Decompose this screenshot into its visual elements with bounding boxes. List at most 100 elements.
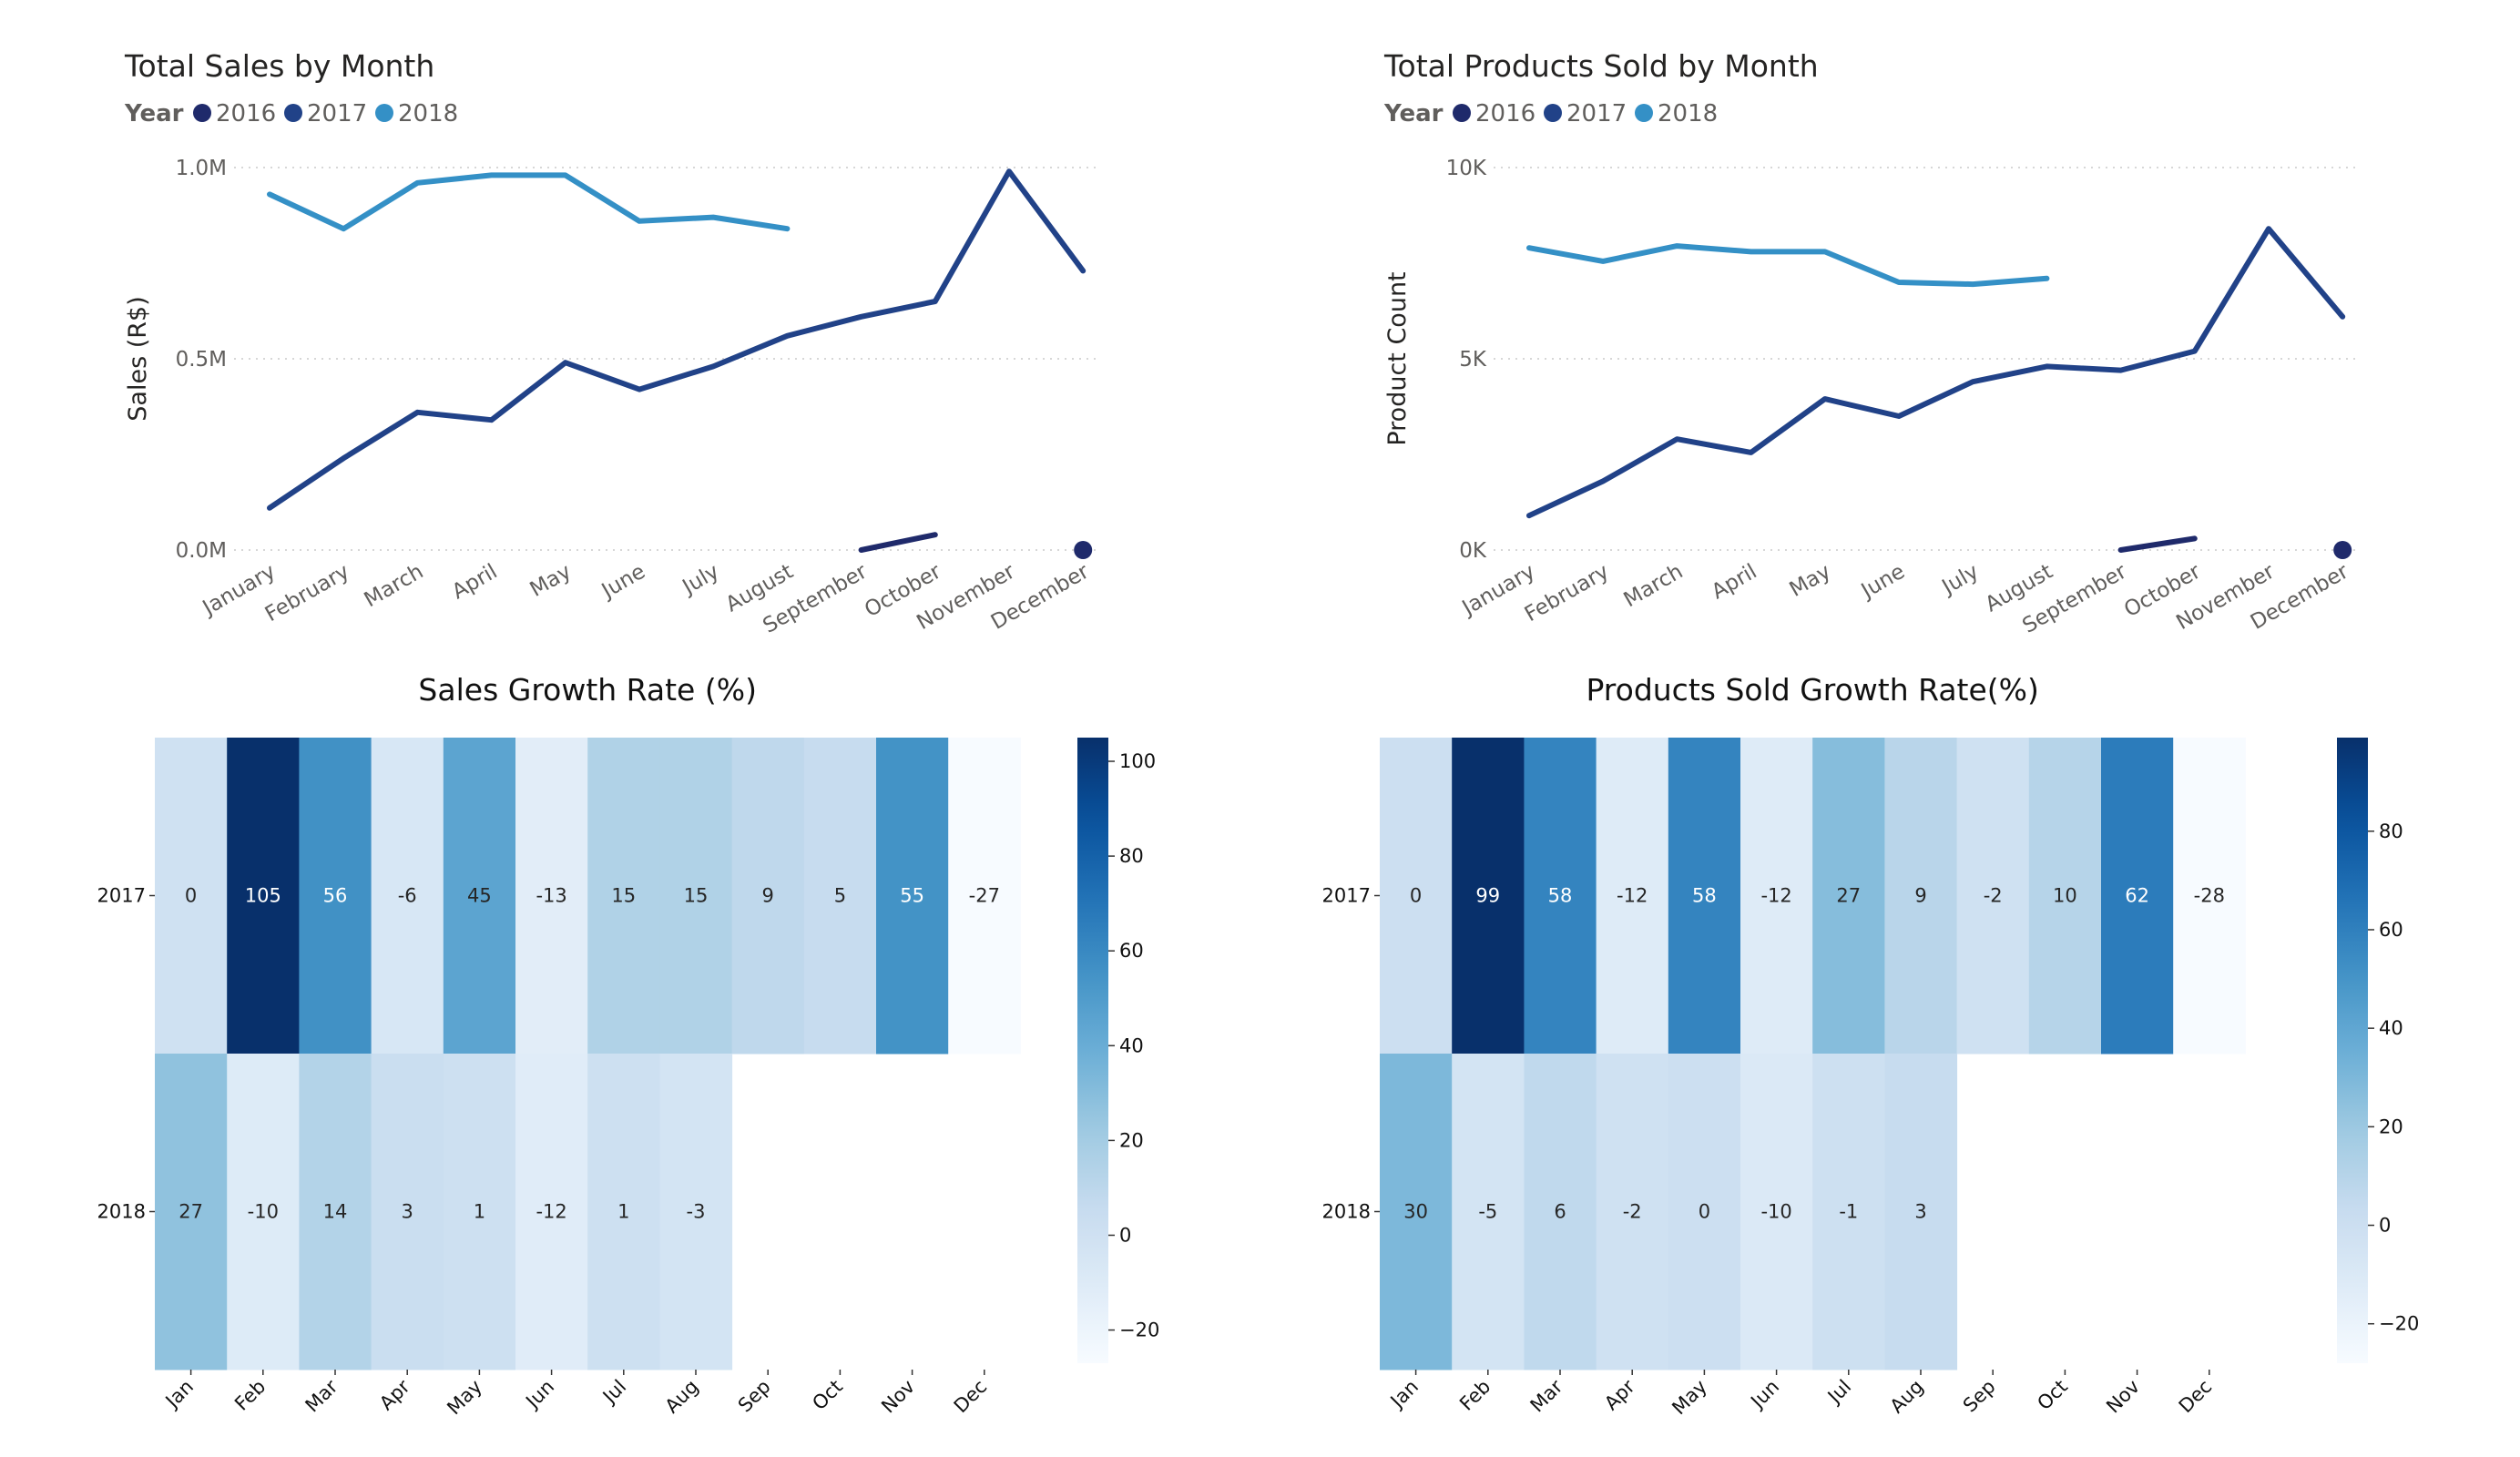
colorbar bbox=[1077, 738, 1108, 1363]
series-2016-line[interactable] bbox=[2117, 535, 2198, 553]
colorbar-tick-label: 100 bbox=[1119, 750, 1156, 772]
heatmap-cell[interactable] bbox=[1524, 1054, 1597, 1370]
y-tick-label: 0.0M bbox=[176, 539, 227, 563]
heatmap-cell[interactable] bbox=[659, 1054, 733, 1370]
heatmap-cell[interactable] bbox=[2101, 738, 2174, 1055]
x-tick-label: July bbox=[678, 560, 724, 600]
heatmap-cell-label: 15 bbox=[611, 885, 636, 907]
heatmap-cell[interactable] bbox=[227, 1054, 300, 1370]
heatmap-cell[interactable] bbox=[1596, 1054, 1669, 1370]
colorbar-tick-label: 60 bbox=[1119, 940, 1144, 962]
heatmap-cell[interactable] bbox=[515, 738, 588, 1055]
col-label: Aug bbox=[661, 1376, 703, 1418]
col-label: Mar bbox=[301, 1375, 342, 1416]
col-label: Oct bbox=[2033, 1376, 2072, 1415]
heatmap-cell[interactable] bbox=[1380, 738, 1453, 1055]
col-label: Nov bbox=[877, 1376, 919, 1418]
heatmap-cell[interactable] bbox=[1380, 1054, 1453, 1370]
heatmap-cell-label: -5 bbox=[1478, 1201, 1497, 1223]
heatmap-cell[interactable] bbox=[876, 738, 949, 1055]
heatmap-cell[interactable] bbox=[1884, 1054, 1958, 1370]
colorbar-tick-label: 80 bbox=[2379, 820, 2403, 842]
legend-label-2016[interactable]: 2016 bbox=[1475, 100, 1535, 127]
heatmap-cell[interactable] bbox=[443, 738, 516, 1055]
chart-title: Total Products Sold by Month bbox=[1383, 48, 1819, 84]
heatmap-cell[interactable] bbox=[1812, 1054, 1885, 1370]
row-label: 2017 bbox=[97, 885, 146, 907]
heatmap-cell-label: 9 bbox=[1914, 885, 1926, 907]
heatmap-cell[interactable] bbox=[1668, 738, 1741, 1055]
heatmap-cell[interactable] bbox=[948, 738, 1021, 1055]
col-label: Dec bbox=[950, 1376, 992, 1418]
heatmap-cell[interactable] bbox=[803, 738, 877, 1055]
heatmap-cell[interactable] bbox=[1524, 738, 1597, 1055]
heatmap-cell[interactable] bbox=[1740, 1054, 1813, 1370]
legend-label-2018[interactable]: 2018 bbox=[1658, 100, 1718, 127]
legend-label-2017[interactable]: 2017 bbox=[1566, 100, 1627, 127]
series-2017-line[interactable] bbox=[1526, 226, 2346, 519]
heatmap-cell[interactable] bbox=[155, 738, 228, 1055]
series-2016-point[interactable] bbox=[2333, 541, 2352, 559]
heatmap-cell[interactable] bbox=[1452, 1054, 1525, 1370]
series-2018-line[interactable] bbox=[267, 172, 791, 232]
heatmap-cell-label: 56 bbox=[323, 885, 348, 907]
heatmap-cell-label: -1 bbox=[1839, 1201, 1858, 1223]
heatmap-cell[interactable] bbox=[227, 738, 300, 1055]
heatmap-cell[interactable] bbox=[2028, 738, 2102, 1055]
colorbar-tick-label: 0 bbox=[2379, 1215, 2391, 1237]
products-by-month-chart: Total Products Sold by Month Year 2016 2017… bbox=[1383, 48, 2360, 638]
heatmap-cell[interactable] bbox=[1740, 738, 1813, 1055]
heatmap-cell-label: -2 bbox=[1984, 885, 2003, 907]
heatmap-cell[interactable] bbox=[659, 738, 733, 1055]
heatmap-cell[interactable] bbox=[1452, 738, 1525, 1055]
series-2016-line[interactable] bbox=[858, 532, 938, 553]
heatmap-cell[interactable] bbox=[443, 1054, 516, 1370]
y-axis-label: Product Count bbox=[1383, 271, 1412, 445]
x-tick-label: February bbox=[261, 560, 353, 627]
y-tick-label: 10K bbox=[1446, 157, 1487, 180]
heatmap-cell[interactable] bbox=[587, 1054, 660, 1370]
heatmap-cell-label: 5 bbox=[834, 885, 846, 907]
heatmap-cell[interactable] bbox=[1884, 738, 1958, 1055]
col-label: Jan bbox=[160, 1376, 198, 1413]
sales-by-month-chart: Total Sales by Month Year 2016 2017 2018 0.0M… bbox=[124, 48, 1100, 638]
series-2018-line[interactable] bbox=[1526, 243, 2050, 288]
chart-title: Total Sales by Month bbox=[124, 48, 434, 84]
heatmap-cell[interactable] bbox=[371, 738, 444, 1055]
heatmap-cell[interactable] bbox=[1596, 738, 1669, 1055]
series-2016-point[interactable] bbox=[1074, 541, 1093, 559]
col-label: Aug bbox=[1886, 1376, 1928, 1418]
heatmap-cell[interactable] bbox=[587, 738, 660, 1055]
series-2017-line[interactable] bbox=[267, 168, 1087, 511]
colorbar-tick-label: −20 bbox=[1119, 1319, 1159, 1341]
legend-label-2018[interactable]: 2018 bbox=[398, 100, 458, 127]
legend-marker-2018 bbox=[375, 104, 393, 122]
heatmap-cell-label: -28 bbox=[2194, 885, 2225, 907]
heatmap-cell[interactable] bbox=[2173, 738, 2246, 1055]
col-label: Feb bbox=[1455, 1376, 1495, 1415]
heatmap-cell[interactable] bbox=[1812, 738, 1885, 1055]
heatmap-cell[interactable] bbox=[1956, 738, 2030, 1055]
heatmap-cell-label: 105 bbox=[245, 885, 281, 907]
heatmap-cell[interactable] bbox=[371, 1054, 444, 1370]
x-tick-label: June bbox=[1856, 560, 1909, 605]
heatmap-cell[interactable] bbox=[1668, 1054, 1741, 1370]
heatmap-cell[interactable] bbox=[299, 738, 372, 1055]
heatmap-cell-label: 6 bbox=[1554, 1201, 1566, 1223]
heatmap-cell[interactable] bbox=[731, 738, 805, 1055]
legend-label-2016[interactable]: 2016 bbox=[216, 100, 276, 127]
heatmap-cell-label: -10 bbox=[248, 1201, 279, 1223]
legend-marker-2017 bbox=[1544, 104, 1562, 122]
heatmap-cell-label: 0 bbox=[1699, 1201, 1710, 1223]
heatmap-cell-label: -10 bbox=[1760, 1201, 1791, 1223]
heatmap-cell-label: 55 bbox=[900, 885, 924, 907]
legend-label-2017[interactable]: 2017 bbox=[307, 100, 367, 127]
heatmap-cell[interactable] bbox=[299, 1054, 372, 1370]
heatmap-cell[interactable] bbox=[515, 1054, 588, 1370]
y-tick-label: 0.5M bbox=[176, 348, 227, 372]
heatmap-cell-label: 62 bbox=[2125, 885, 2149, 907]
heatmap-cell[interactable] bbox=[155, 1054, 228, 1370]
heatmap-cell-label: 1 bbox=[617, 1201, 629, 1223]
col-label: May bbox=[1668, 1376, 1711, 1420]
col-label: Apr bbox=[375, 1375, 414, 1414]
